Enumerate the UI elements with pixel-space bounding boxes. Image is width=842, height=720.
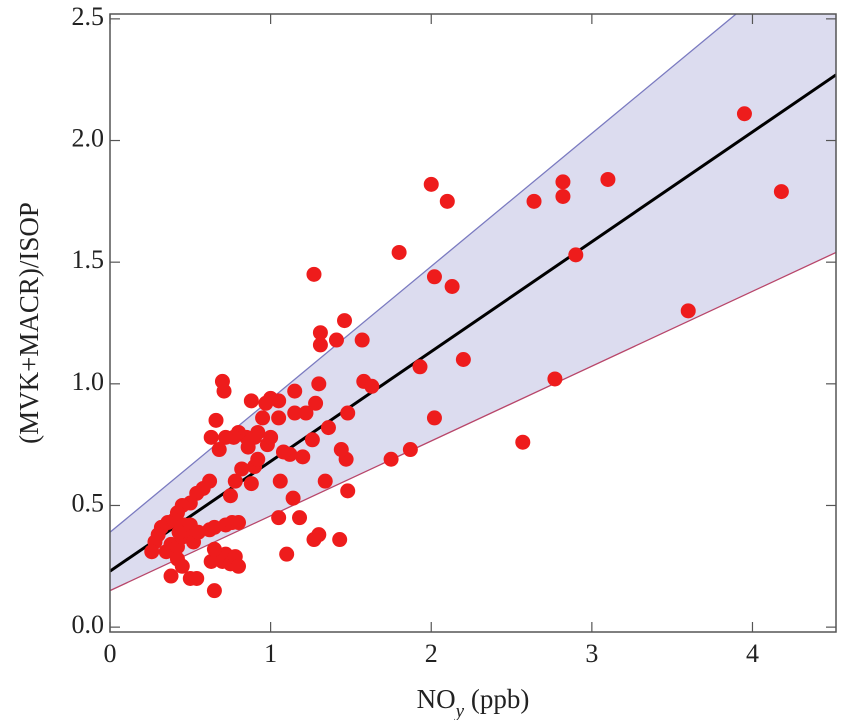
point [340,483,356,499]
point [208,412,224,428]
point [174,558,190,574]
point [292,510,308,526]
point [736,106,752,122]
point [206,583,222,599]
point [354,332,370,348]
x-tick-label: 2 [425,639,438,668]
point [234,461,250,477]
point [555,188,571,204]
point [402,442,418,458]
point [439,193,455,209]
plot-area [110,14,836,599]
point [250,451,266,467]
point [144,544,160,560]
point [426,410,442,426]
point [426,269,442,285]
point [171,524,187,540]
point [211,442,227,458]
point [295,449,311,465]
x-label-subscript: y [454,701,465,720]
y-tick-label: 2.5 [72,2,105,31]
point [312,337,328,353]
point [515,434,531,450]
point [328,332,344,348]
point [320,420,336,436]
point [287,405,303,421]
point [364,378,380,394]
y-tick-label: 2.0 [72,123,105,152]
point [312,325,328,341]
point [255,410,271,426]
point [206,541,222,557]
point [383,451,399,467]
point [222,488,238,504]
point [547,371,563,387]
point [230,558,246,574]
point [271,410,287,426]
y-tick-label: 1.5 [72,245,105,274]
y-tick-label: 0.5 [72,488,105,517]
point [423,176,439,192]
band-fill [110,14,836,591]
point [600,171,616,187]
point [412,359,428,375]
point [243,393,259,409]
point [391,244,407,260]
point [190,524,206,540]
point [271,510,287,526]
point [333,442,349,458]
point [227,473,243,489]
x-axis-label: NOy (ppb) [417,684,530,720]
point [317,473,333,489]
x-label-unit: (ppb) [464,684,529,714]
point [275,444,291,460]
point [206,519,222,535]
point [216,383,232,399]
point [163,568,179,584]
point [263,429,279,445]
point [189,570,205,586]
x-tick-label: 4 [746,639,759,668]
band-lower [110,251,836,592]
point [332,532,348,548]
point [306,266,322,282]
point [311,376,327,392]
point [680,303,696,319]
x-label-main: NO [417,684,456,714]
point [526,193,542,209]
point [308,395,324,411]
point [243,476,259,492]
y-tick-label: 1.0 [72,367,105,396]
point [218,429,234,445]
point [279,546,295,562]
point [773,184,789,200]
point [444,279,460,295]
point [340,405,356,421]
frame [109,13,837,633]
fit-line [110,73,836,573]
point [306,532,322,548]
point [230,515,246,531]
y-axis-label: (MVK+MACR)/ISOP [14,202,44,444]
point [272,473,288,489]
point [258,395,274,411]
point [455,351,471,367]
point [568,247,584,263]
point [285,490,301,506]
y-tick-label: 0.0 [72,610,105,639]
point [555,174,571,190]
point [304,432,320,448]
point [287,383,303,399]
x-tick-label: 3 [585,639,598,668]
point [298,405,314,421]
x-tick-label: 1 [264,639,277,668]
point [337,313,353,329]
x-tick-label: 0 [104,639,117,668]
point [203,429,219,445]
